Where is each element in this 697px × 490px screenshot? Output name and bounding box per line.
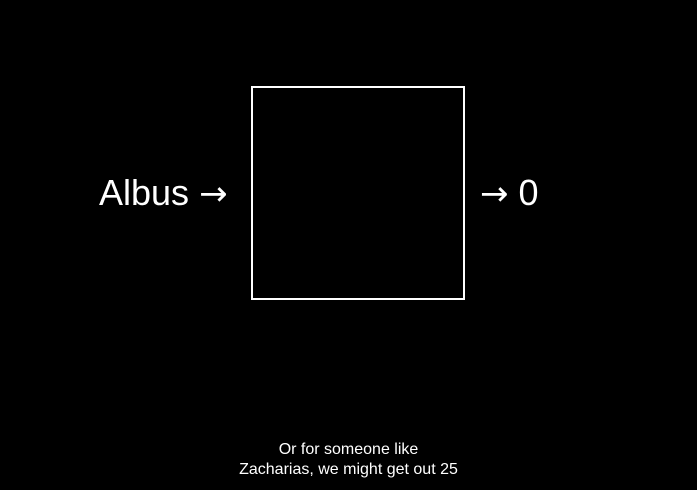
input-label: Albus → [99,171,228,215]
output-label: → 0 [480,171,539,215]
input-arrow-icon: → [199,174,228,214]
output-text: 0 [518,172,539,213]
caption-line-1: Or for someone like [278,441,419,458]
subtitle-caption: Or for someone like Zacharias, we might … [0,440,697,480]
input-text: Albus [99,172,190,213]
caption-line-2: Zacharias, we might get out 25 [239,461,458,478]
function-box [251,86,465,300]
output-arrow-icon: → [480,174,509,214]
